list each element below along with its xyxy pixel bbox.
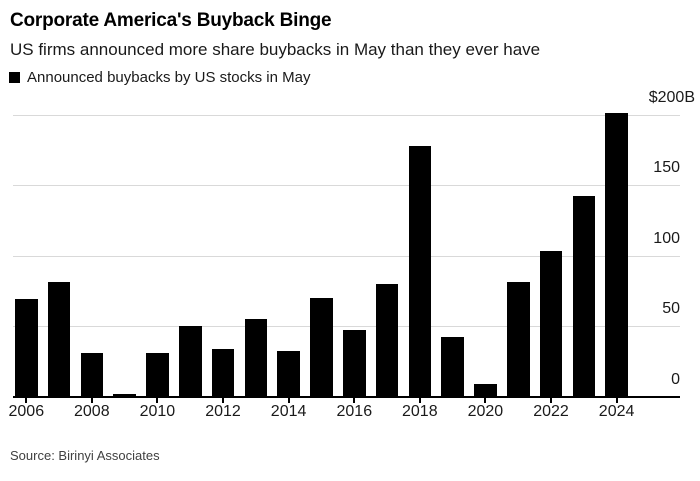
y-axis-label-50: 50: [662, 300, 680, 317]
bar-2012: [211, 348, 235, 397]
x-axis-label-2006: 2006: [8, 403, 45, 420]
x-axis-baseline: [13, 396, 680, 398]
bar-2011: [179, 326, 202, 397]
bar-2020: [474, 383, 497, 397]
y-axis-label-100: 100: [653, 229, 680, 247]
x-tick-2020: [484, 398, 487, 403]
bar-2018: [408, 145, 432, 397]
bar-2014: [277, 351, 300, 397]
x-tick-2018: [418, 398, 421, 403]
bar-2019: [441, 337, 464, 397]
chart-title: Corporate America's Buyback Binge: [10, 10, 332, 31]
x-tick-2008: [90, 398, 93, 403]
source-note: Source: Birinyi Associates: [10, 448, 160, 463]
legend-label: Announced buybacks by US stocks in May: [27, 69, 311, 86]
x-axis-label-2022: 2022: [533, 403, 569, 420]
legend: Announced buybacks by US stocks in May: [9, 70, 310, 85]
bar-2009: [113, 393, 136, 397]
bar-2007: [47, 282, 71, 397]
gridline-100: [13, 255, 680, 257]
x-tick-2024: [615, 398, 618, 403]
x-tick-2016: [353, 398, 356, 403]
bar-2010: [146, 352, 169, 397]
legend-swatch-icon: [9, 72, 20, 83]
x-axis-label-2012: 2012: [205, 403, 241, 420]
bar-2023: [572, 196, 596, 397]
bar-2015: [310, 297, 333, 397]
bar-2013: [244, 318, 268, 397]
x-axis-label-2018: 2018: [402, 403, 438, 420]
gridline-50: [13, 326, 680, 327]
chart-subtitle: US firms announced more share buybacks i…: [10, 40, 541, 59]
bar-2016: [343, 330, 366, 397]
gridline-200: [13, 114, 680, 116]
bar-2024: [605, 113, 628, 397]
x-axis-label-2024: 2024: [598, 403, 635, 420]
x-axis-label-2020: 2020: [467, 403, 504, 420]
x-axis-label-2016: 2016: [336, 403, 373, 420]
bar-2008: [80, 352, 104, 397]
bar-2017: [375, 283, 399, 397]
y-axis-label-200: $200B: [648, 88, 695, 106]
x-tick-2006: [25, 398, 28, 403]
x-tick-2022: [550, 398, 552, 403]
x-tick-2010: [156, 398, 159, 403]
bar-2022: [539, 251, 563, 397]
x-axis-label-2008: 2008: [74, 403, 110, 420]
bar-2021: [507, 282, 530, 397]
bar-2006: [15, 299, 38, 397]
gridline-150: [13, 185, 680, 186]
y-axis-label-150: 150: [653, 159, 680, 176]
y-axis-label-0: 0: [671, 370, 680, 388]
x-tick-2014: [287, 398, 290, 403]
x-tick-2012: [222, 398, 224, 403]
x-axis-label-2010: 2010: [139, 403, 176, 420]
x-axis-label-2014: 2014: [270, 403, 307, 420]
